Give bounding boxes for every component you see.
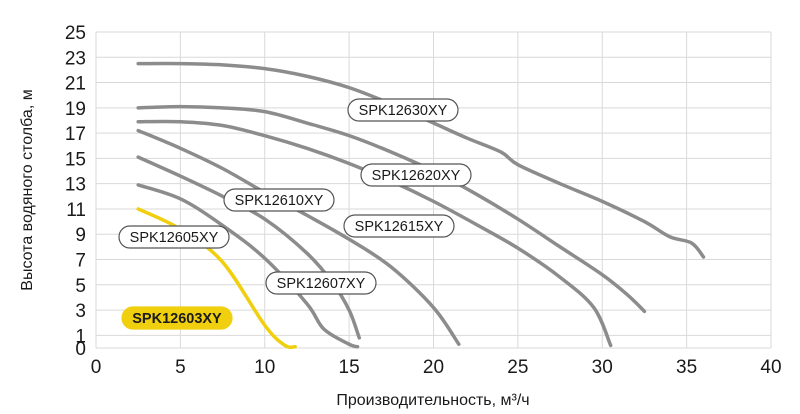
series-label-spk12615xy: SPK12615XY bbox=[343, 214, 455, 238]
x-tick-label: 5 bbox=[175, 357, 186, 378]
series-label-box bbox=[360, 163, 472, 187]
y-tick-label: 17 bbox=[65, 124, 86, 145]
series-label-text: SPK12603XY bbox=[132, 311, 222, 327]
series-label-text: SPK12620XY bbox=[372, 168, 461, 184]
series-label-spk12630xy: SPK12630XY bbox=[347, 98, 459, 122]
x-tick-label: 25 bbox=[507, 357, 528, 378]
y-tick-label: 13 bbox=[65, 175, 86, 196]
series-line-spk12630xy bbox=[136, 61, 706, 259]
y-tick-label: 21 bbox=[65, 74, 86, 95]
y-tick-label: 19 bbox=[65, 99, 86, 120]
series-line-spk12607xy bbox=[136, 155, 361, 340]
series-label-spk12603xy: SPK12603XY bbox=[121, 306, 233, 330]
series-label-box bbox=[118, 225, 230, 249]
series-label-spk12605xy: SPK12605XY bbox=[118, 225, 230, 249]
series-line-spk12610xy bbox=[136, 128, 461, 346]
series-labels: SPK12630XY SPK12620XY SPK12615XY SPK12610XY… bbox=[118, 98, 472, 330]
x-axis-title: Производительность, м³/ч bbox=[336, 392, 529, 409]
y-tick-label: 15 bbox=[65, 149, 86, 170]
y-tick-label: 3 bbox=[75, 301, 86, 322]
series-label-text: SPK12615XY bbox=[355, 219, 444, 235]
series-label-box bbox=[223, 188, 335, 212]
y-tick-label: 7 bbox=[75, 251, 86, 272]
y-tick-label: 1 bbox=[75, 326, 86, 347]
series-label-box bbox=[265, 271, 377, 295]
x-tick-label: 0 bbox=[91, 357, 102, 378]
x-tick-label: 10 bbox=[254, 357, 275, 378]
y-tick-label: 11 bbox=[66, 200, 86, 221]
y-tick-label: 0 bbox=[75, 339, 86, 360]
series-label-text: SPK12605XY bbox=[130, 230, 219, 246]
series-line-spk12620xy bbox=[136, 104, 647, 314]
y-tick-label: 25 bbox=[65, 23, 86, 44]
x-tick-label: 15 bbox=[339, 357, 360, 378]
series-label-box bbox=[347, 98, 459, 122]
series-label-box bbox=[121, 306, 233, 330]
y-axis-title: Высота водяного столба, м bbox=[19, 89, 36, 290]
series-label-text: SPK12607XY bbox=[277, 276, 366, 292]
x-tick-label: 40 bbox=[760, 357, 781, 378]
series-label-spk12607xy: SPK12607XY bbox=[265, 271, 377, 295]
series-label-text: SPK12630XY bbox=[359, 103, 448, 119]
series-label-text: SPK12610XY bbox=[235, 193, 324, 209]
y-tick-label: 5 bbox=[75, 276, 86, 297]
grid bbox=[95, 31, 772, 349]
x-axis: 0 5 10 15 20 25 30 35 40 bbox=[91, 357, 782, 378]
series-label-box bbox=[343, 214, 455, 238]
x-tick-label: 20 bbox=[423, 357, 444, 378]
y-tick-label: 23 bbox=[65, 48, 86, 69]
x-tick-label: 30 bbox=[592, 357, 613, 378]
x-tick-label: 35 bbox=[676, 357, 697, 378]
series-label-spk12610xy: SPK12610XY bbox=[223, 188, 335, 212]
y-tick-label: 9 bbox=[75, 225, 86, 246]
series-label-spk12620xy: SPK12620XY bbox=[360, 163, 472, 187]
